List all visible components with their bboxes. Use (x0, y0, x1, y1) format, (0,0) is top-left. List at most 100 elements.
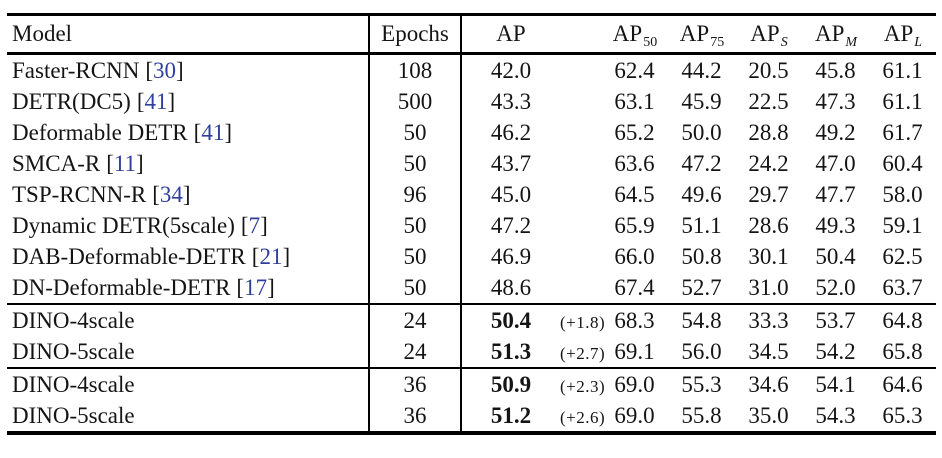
table-row: Faster-RCNN [30] 108 42.0 62.4 44.2 20.5 … (7, 53, 936, 87)
citation-link[interactable]: 11 (113, 150, 137, 176)
apl-value: 58.0 (882, 181, 923, 207)
citation-link[interactable]: 41 (201, 119, 225, 145)
citation-open-bracket: [ (106, 150, 114, 176)
apm-cell: 49.3 (802, 210, 869, 241)
citation-open-bracket: [ (136, 88, 145, 114)
citation-link[interactable]: 30 (152, 57, 176, 83)
paper-results-table-page: Model Epochs AP AP50 AP75 APS APM APL Fa… (0, 13, 942, 458)
citation-link[interactable]: 34 (159, 181, 183, 207)
aps-value: 33.3 (748, 307, 789, 333)
aps-value: 22.5 (748, 88, 789, 114)
apm-cell: 54.1 (802, 368, 869, 400)
col-header-apm-label: AP (814, 21, 845, 46)
ap75-value: 50.0 (681, 119, 722, 145)
citation-link[interactable]: 21 (259, 243, 283, 269)
ap-cell: 46.9 (461, 241, 601, 272)
col-header-ap75-label: AP (679, 21, 710, 46)
citation-close-bracket: ] (175, 57, 184, 83)
epochs-value: 36 (403, 402, 427, 428)
ap-value: 51.3 (490, 338, 532, 364)
apm-cell: 47.3 (802, 86, 869, 117)
ap-value: 47.2 (490, 212, 532, 238)
aps-value: 30.1 (748, 243, 789, 269)
col-header-ap50-subscript: 50 (643, 35, 658, 50)
aps-value: 34.5 (748, 338, 789, 364)
model-cell: Dynamic DETR(5scale) [7] (7, 210, 370, 241)
apl-cell: 62.5 (869, 241, 936, 272)
ap50-cell: 63.1 (601, 86, 668, 117)
ap50-value: 63.1 (614, 88, 655, 114)
citation-close-bracket: ] (260, 212, 268, 238)
ap50-value: 66.0 (614, 243, 655, 269)
apl-cell: 61.7 (869, 117, 936, 148)
epochs-cell: 24 (369, 336, 462, 368)
citation-open-bracket: [ (152, 181, 160, 207)
ap75-value: 54.8 (681, 307, 722, 333)
citation: [17] (236, 275, 274, 300)
apl-value: 63.7 (882, 274, 923, 300)
citation-open-bracket: [ (145, 57, 153, 83)
model-cell: DINO-5scale (7, 336, 370, 368)
ap75-value: 44.2 (681, 57, 722, 83)
table-row: DINO-5scale 24 51.3 (+2.7) 69.1 56.0 34.5… (7, 336, 936, 368)
col-header-ap50: AP50 (601, 15, 668, 54)
ap-value: 50.9 (490, 371, 532, 397)
aps-cell: 20.5 (735, 54, 802, 87)
aps-cell: 29.7 (735, 179, 802, 210)
col-header-epochs-label: Epochs (381, 21, 449, 46)
model-name: DINO-4scale (12, 307, 135, 333)
apl-value: 61.1 (882, 57, 923, 83)
citation-link[interactable]: 17 (244, 274, 268, 300)
col-header-apl: APL (869, 15, 936, 54)
citation: [11] (106, 151, 144, 176)
table-row: DN-Deformable-DETR [17] 50 48.6 67.4 52.7… (7, 272, 936, 304)
model-cell: DETR(DC5) [41] (7, 86, 370, 117)
apm-value: 54.1 (815, 371, 856, 397)
aps-value: 35.0 (748, 402, 789, 428)
apm-value: 54.3 (815, 402, 856, 428)
apl-value: 60.4 (882, 150, 923, 176)
model-cell: Deformable DETR [41] (7, 117, 370, 148)
apl-cell: 65.3 (869, 400, 936, 433)
ap50-value: 69.1 (614, 338, 655, 364)
epochs-value: 500 (397, 88, 433, 114)
citation: [21] (252, 244, 290, 269)
citation-close-bracket: ] (182, 181, 191, 207)
ap50-value: 67.4 (614, 274, 655, 300)
ap50-cell: 66.0 (601, 241, 668, 272)
col-header-apl-label: AP (883, 21, 914, 46)
model-name: DINO-5scale (12, 338, 135, 364)
aps-value: 28.6 (748, 212, 789, 238)
ap-value: 45.0 (490, 181, 532, 207)
table-row: DINO-4scale 24 50.4 (+1.8) 68.3 54.8 33.3… (7, 304, 936, 336)
ap-cell: 45.0 (461, 179, 601, 210)
ap75-value: 52.7 (681, 274, 722, 300)
ap75-value: 50.8 (681, 243, 722, 269)
ap-cell: 50.9 (+2.3) (461, 368, 605, 400)
table-row: DAB-Deformable-DETR [21] 50 46.9 66.0 50.… (7, 241, 936, 272)
apl-value: 59.1 (882, 212, 923, 238)
citation-link[interactable]: 41 (144, 88, 168, 114)
citation: [30] (145, 58, 183, 83)
ap75-value: 55.3 (681, 371, 722, 397)
aps-cell: 28.6 (735, 210, 802, 241)
apm-value: 52.0 (815, 274, 856, 300)
epochs-cell: 50 (369, 210, 462, 241)
aps-cell: 31.0 (735, 272, 802, 304)
model-cell: Faster-RCNN [30] (7, 53, 370, 86)
citation-link[interactable]: 7 (248, 212, 261, 238)
citation: [41] (137, 89, 175, 114)
ap75-value: 51.1 (681, 212, 722, 238)
epochs-value: 50 (403, 150, 427, 176)
ap50-cell: 67.4 (601, 272, 668, 304)
ap50-value: 65.9 (614, 212, 655, 238)
ap75-cell: 47.2 (668, 148, 735, 179)
epochs-cell: 96 (369, 179, 462, 210)
citation-close-bracket: ] (267, 274, 275, 300)
col-header-aps-label: AP (750, 21, 780, 46)
epochs-value: 24 (403, 307, 427, 333)
epochs-cell: 36 (369, 400, 462, 433)
apm-cell: 53.7 (802, 304, 869, 336)
apl-value: 62.5 (882, 243, 923, 269)
ap75-cell: 50.0 (668, 117, 735, 148)
